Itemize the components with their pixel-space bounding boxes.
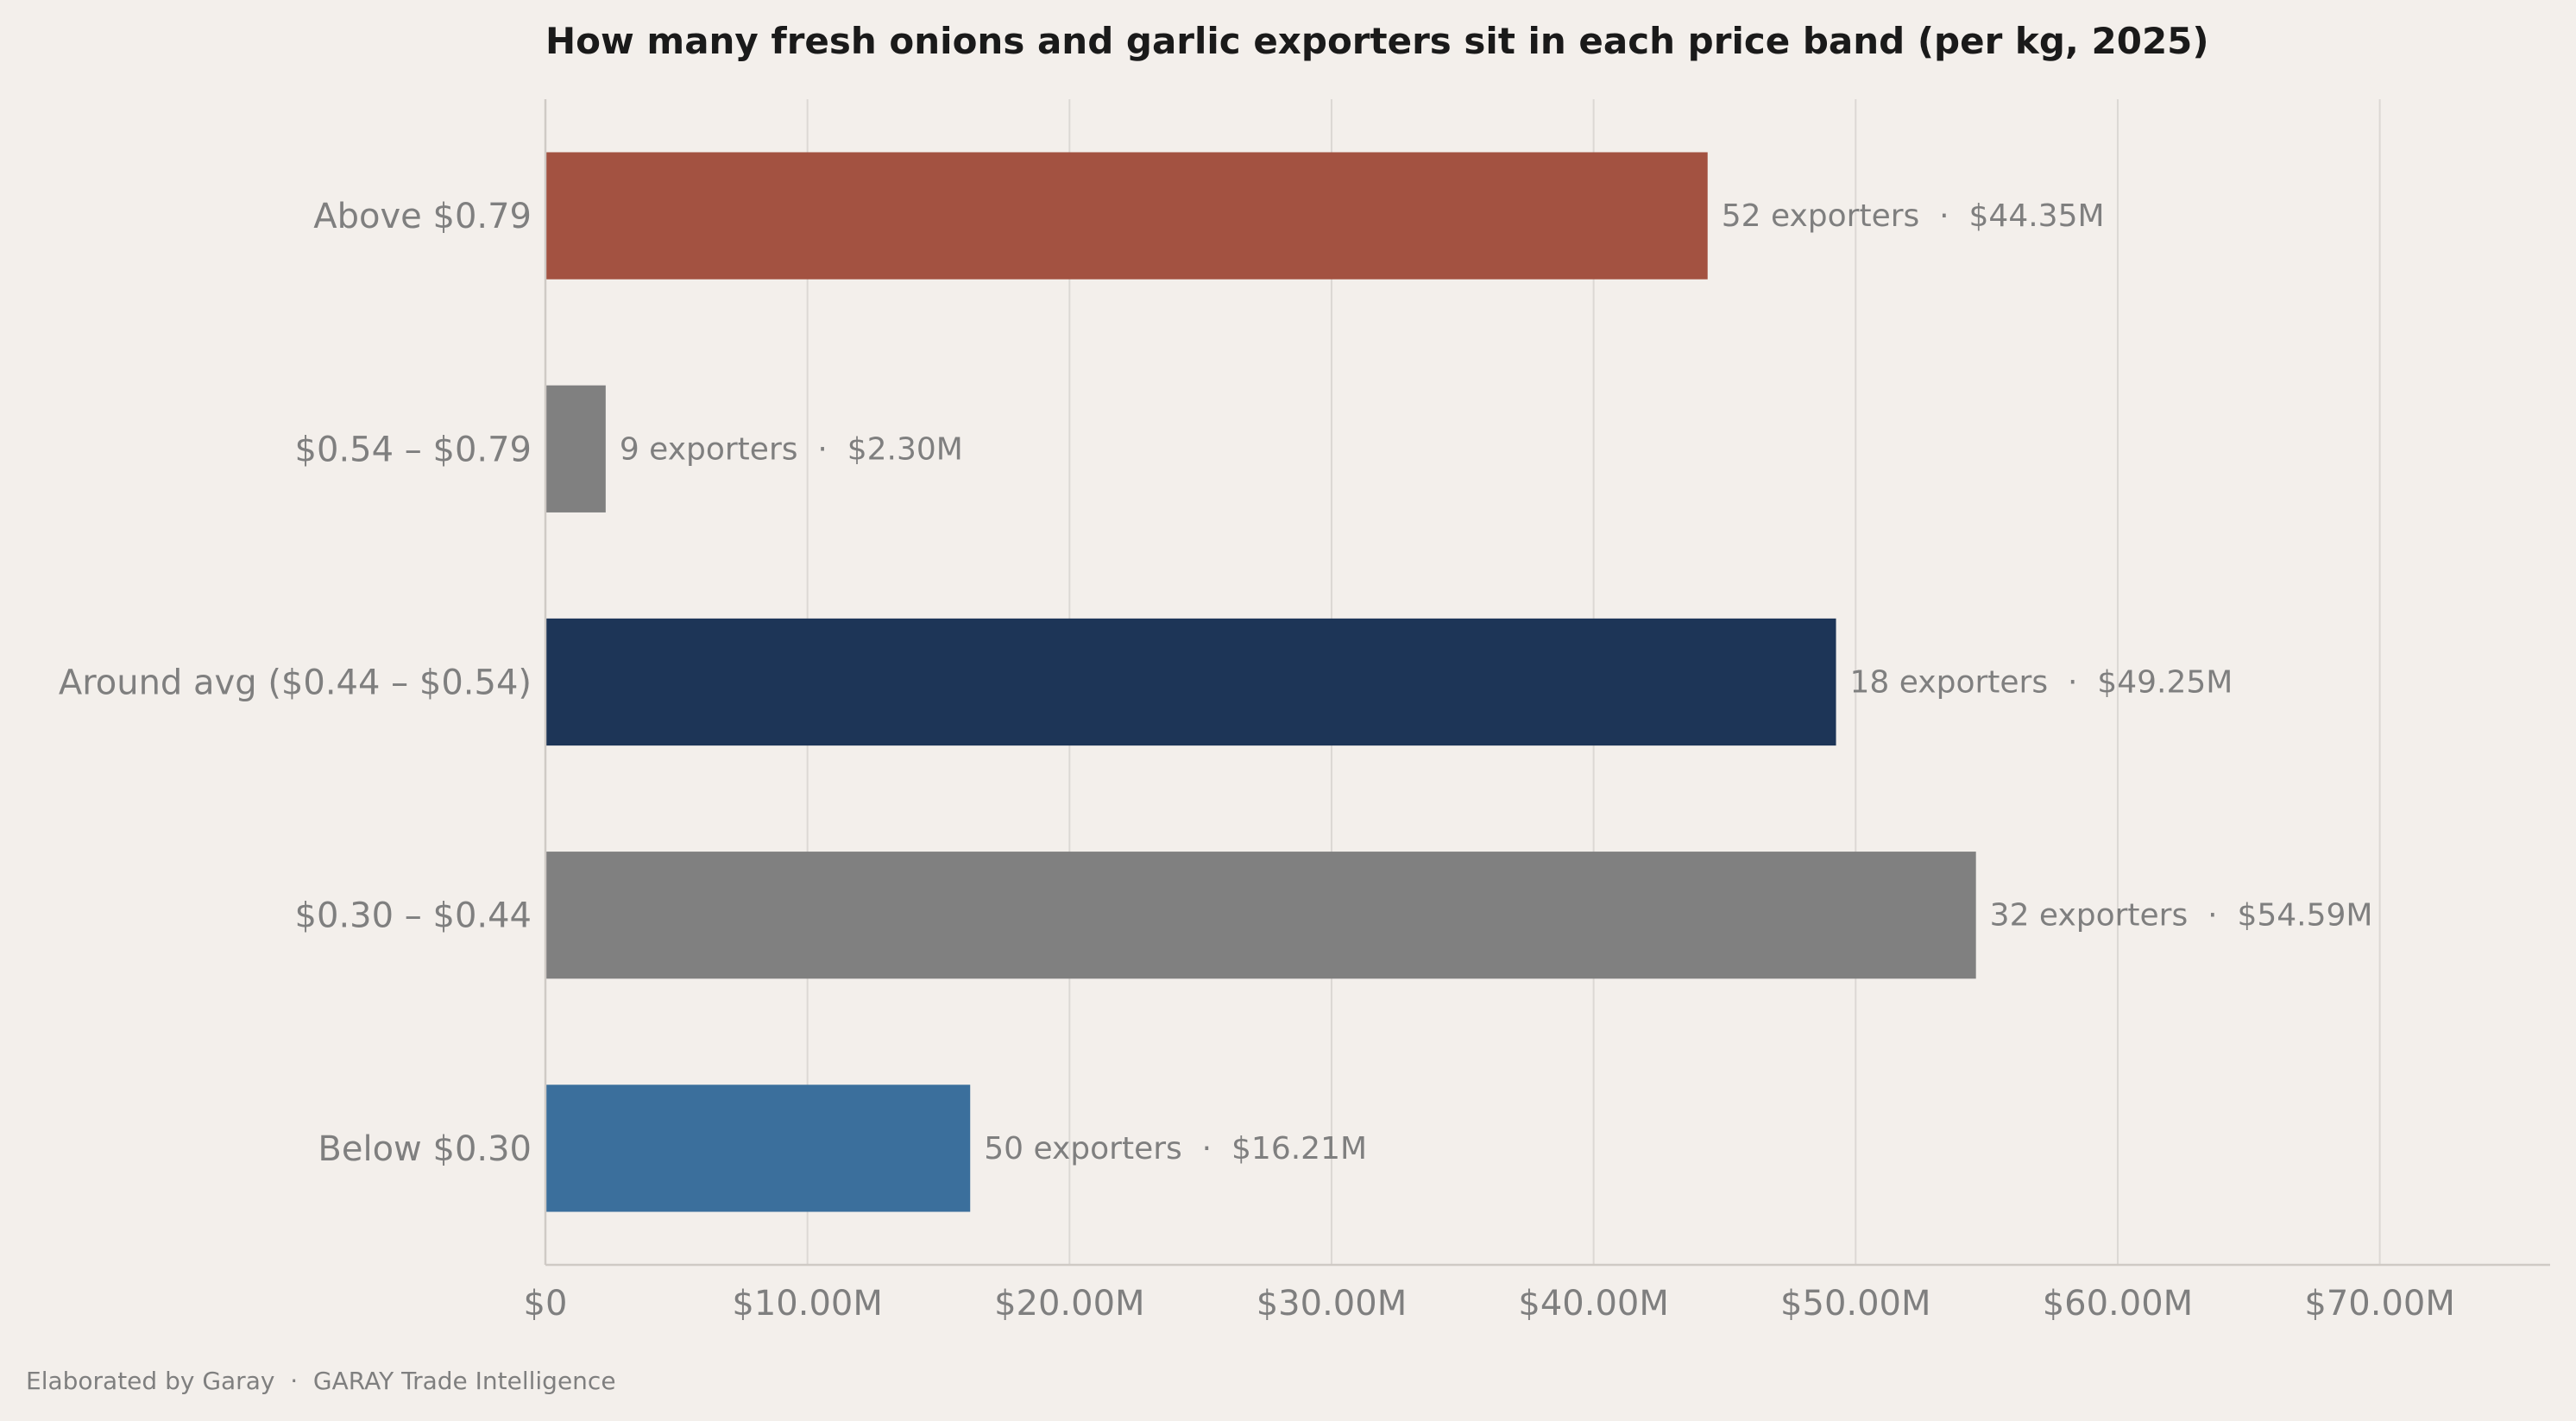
bar	[545, 852, 1976, 979]
bar	[545, 385, 606, 512]
category-label: $0.30 – $0.44	[295, 896, 532, 936]
x-tick-label: $0	[524, 1284, 568, 1324]
bar-data-label: 52 exporters · $44.35M	[1722, 198, 2105, 234]
labels: $0 $10.00M $20.00M $30.00M $40.00M $50.00M $60…	[59, 197, 2455, 1324]
x-tick-label: $30.00M	[1257, 1284, 1407, 1324]
category-label: $0.54 – $0.79	[295, 430, 532, 469]
bar-data-label: 9 exporters · $2.30M	[620, 431, 963, 467]
x-tick-label: $50.00M	[1780, 1284, 1930, 1324]
bar-data-label: 32 exporters · $54.59M	[1990, 898, 2373, 934]
bar	[545, 618, 1836, 746]
bar-data-label: 50 exporters · $16.21M	[984, 1131, 1367, 1166]
category-label: Above $0.79	[313, 197, 532, 236]
x-tick-label: $10.00M	[732, 1284, 882, 1324]
x-tick-label: $60.00M	[2043, 1284, 2193, 1324]
bar	[545, 1085, 971, 1212]
bar-data-label: 18 exporters · $49.25M	[1850, 665, 2233, 701]
x-tick-label: $40.00M	[1518, 1284, 1668, 1324]
bar	[545, 152, 1708, 280]
category-label: Around avg ($0.44 – $0.54)	[59, 663, 532, 703]
axes	[544, 99, 2550, 1267]
footer-credit: Elaborated by Garay · GARAY Trade Intell…	[26, 1367, 616, 1395]
category-label: Below $0.30	[318, 1129, 532, 1169]
x-tick-label: $70.00M	[2304, 1284, 2454, 1324]
bars	[545, 152, 1976, 1212]
x-tick-label: $20.00M	[994, 1284, 1144, 1324]
chart-title: How many fresh onions and garlic exporte…	[545, 20, 2209, 62]
